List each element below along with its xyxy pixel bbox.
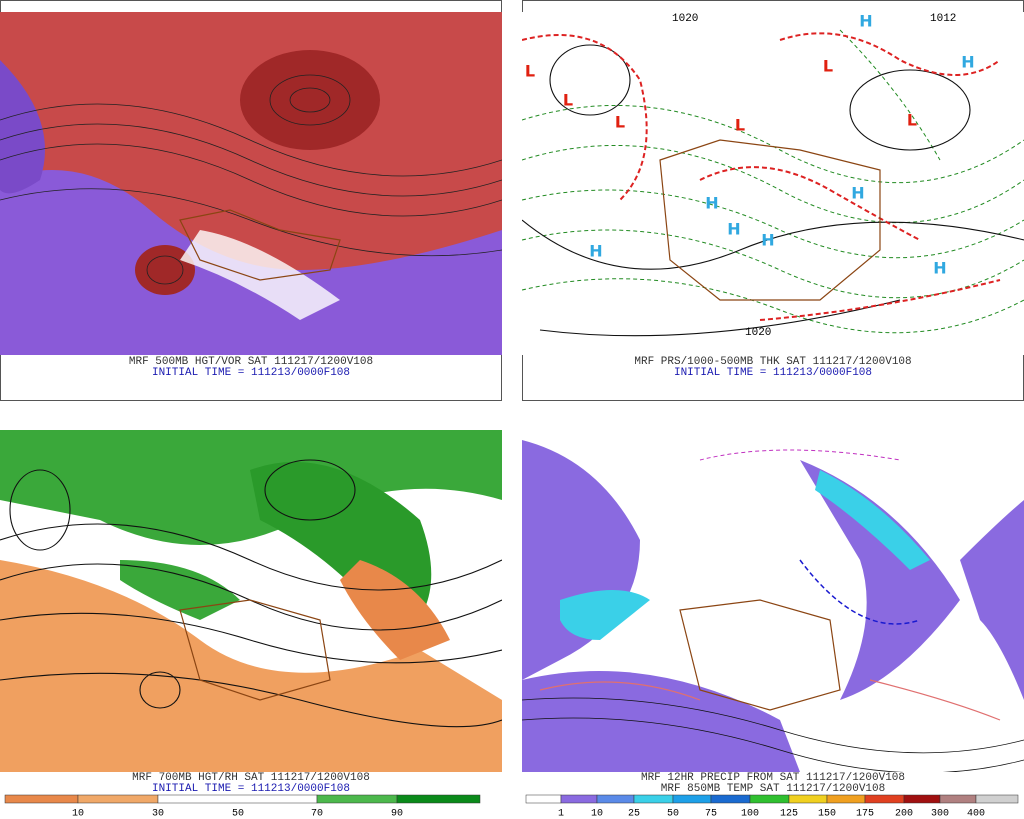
pressure-center: H (761, 231, 774, 250)
caption: MRF 12HR PRECIP FROM SAT 111217/1200V108 (641, 772, 905, 784)
caption: MRF 850MB TEMP SAT 111217/1200V108 (661, 783, 885, 795)
colorbar-label: 70 (311, 809, 323, 819)
colorbar-label: 50 (232, 809, 244, 819)
colorbar-swatch (633, 794, 674, 804)
colorbar-label: 125 (780, 809, 798, 819)
caption: MRF 700MB HGT/RH SAT 111217/1200V108 (132, 772, 370, 784)
colorbar-label: 150 (818, 809, 836, 819)
colorbar-label: 400 (967, 809, 985, 819)
pressure-center: L (823, 57, 833, 76)
colorbar-label: 200 (895, 809, 913, 819)
colorbar-swatch (525, 794, 562, 804)
pressure-center: L (735, 116, 745, 135)
colorbar: 10 30 50 70 90 (4, 794, 481, 819)
colorbar-swatch (826, 794, 866, 804)
colorbar-label: 300 (931, 809, 949, 819)
map-precip (522, 430, 1024, 772)
colorbar-swatch (975, 794, 1019, 804)
colorbar-swatch (939, 794, 977, 804)
map-700mb (0, 430, 502, 772)
colorbar-label: 75 (705, 809, 717, 819)
colorbar-swatch (672, 794, 712, 804)
pressure-center: L (525, 62, 535, 81)
pressure-center: H (705, 194, 718, 213)
colorbar-label: 10 (591, 809, 603, 819)
initial-time: INITIAL TIME = 111213/0000F108 (152, 783, 350, 795)
colorbar-label: 30 (152, 809, 164, 819)
colorbar-label: 50 (667, 809, 679, 819)
pressure-center: H (727, 220, 740, 239)
pressure-center: H (851, 184, 864, 203)
colorbar-label: 25 (628, 809, 640, 819)
contour-label: 1012 (930, 13, 956, 25)
pressure-center: H (961, 53, 974, 72)
colorbar-swatch (596, 794, 635, 804)
map-500mb (0, 12, 502, 355)
colorbar-swatch (710, 794, 751, 804)
pressure-center: L (907, 111, 917, 130)
pressure-center: H (933, 259, 946, 278)
pressure-center: L (615, 113, 625, 132)
colorbar-label: 90 (391, 809, 403, 819)
colorbar-swatch (864, 794, 905, 804)
initial-time: INITIAL TIME = 111213/0000F108 (674, 367, 872, 379)
pressure-center: L (563, 91, 573, 110)
colorbar-label: 175 (856, 809, 874, 819)
colorbar-swatch (903, 794, 941, 804)
colorbar-swatch (788, 794, 828, 804)
colorbar: 1 10 25 50 75 100 125 150 175 200 300 400 (525, 794, 1019, 819)
contour-label: 1020 (745, 327, 771, 339)
pressure-center: H (589, 242, 602, 261)
colorbar-label: 10 (72, 809, 84, 819)
pressure-center: H (859, 12, 872, 31)
colorbar-label: 100 (741, 809, 759, 819)
caption: MRF 500MB HGT/VOR SAT 111217/1200V108 (129, 356, 373, 368)
contour-label: 1020 (672, 13, 698, 25)
colorbar-label: 1 (558, 809, 564, 819)
colorbar-swatch (560, 794, 598, 804)
caption: MRF PRS/1000-500MB THK SAT 111217/1200V1… (634, 356, 911, 368)
colorbar-swatch (749, 794, 790, 804)
initial-time: INITIAL TIME = 111213/0000F108 (152, 367, 350, 379)
